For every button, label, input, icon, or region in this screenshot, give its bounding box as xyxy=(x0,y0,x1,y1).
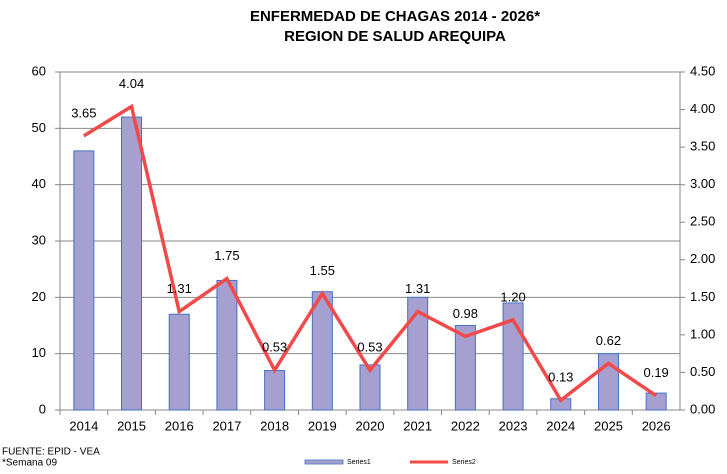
y2-tick-label: 1.00 xyxy=(690,326,715,341)
x-tick-label: 2020 xyxy=(356,418,385,433)
data-label: 3.65 xyxy=(71,105,96,120)
data-label: 1.55 xyxy=(310,263,335,278)
x-tick-label: 2025 xyxy=(594,418,623,433)
x-tick-label: 2018 xyxy=(260,418,289,433)
bar xyxy=(311,291,333,411)
y2-tick-label: 2.00 xyxy=(690,251,715,266)
y-tick-label: 20 xyxy=(32,289,46,304)
data-label: 0.98 xyxy=(453,306,478,321)
y2-tick-label: 4.00 xyxy=(690,101,715,116)
bar xyxy=(73,150,95,411)
y-tick-label: 0 xyxy=(39,401,46,416)
y-tick-label: 40 xyxy=(32,176,46,191)
data-label: 1.31 xyxy=(167,281,192,296)
x-tick-label: 2016 xyxy=(165,418,194,433)
bar xyxy=(454,325,476,411)
bar xyxy=(645,392,667,411)
legend-swatch xyxy=(304,459,344,465)
data-label: 0.53 xyxy=(357,340,382,355)
data-label: 1.31 xyxy=(405,281,430,296)
chart-subtitle: REGION DE SALUD AREQUIPA xyxy=(284,28,506,45)
y2-tick-label: 1.50 xyxy=(690,289,715,304)
bar xyxy=(121,116,143,411)
line xyxy=(82,103,658,403)
data-label: 0.13 xyxy=(548,370,573,385)
y2-tick-label: 3.00 xyxy=(690,176,715,191)
x-tick-label: 2015 xyxy=(117,418,146,433)
week-note: *Semana 09 xyxy=(2,458,57,469)
x-tick-label: 2014 xyxy=(69,418,98,433)
y2-tick-label: 2.50 xyxy=(690,214,715,229)
y2-tick-label: 3.50 xyxy=(690,139,715,154)
bar xyxy=(216,279,238,411)
y-tick-label: 10 xyxy=(32,345,46,360)
x-tick-label: 2026 xyxy=(642,418,671,433)
data-label: 1.20 xyxy=(500,289,525,304)
x-tick-label: 2023 xyxy=(499,418,528,433)
y2-tick-label: 0.00 xyxy=(690,401,715,416)
x-tick-label: 2022 xyxy=(451,418,480,433)
y-tick-label: 50 xyxy=(32,120,46,135)
data-label: 1.75 xyxy=(214,248,239,263)
data-label: 0.53 xyxy=(262,340,287,355)
chart-title: ENFERMEDAD DE CHAGAS 2014 - 2026* xyxy=(250,8,540,25)
y-tick-label: 60 xyxy=(32,63,46,78)
bar xyxy=(407,296,429,411)
source-note: FUENTE: EPID - VEA xyxy=(2,447,100,458)
y-tick-label: 30 xyxy=(32,232,46,247)
x-tick-label: 2019 xyxy=(308,418,337,433)
data-label: 0.19 xyxy=(643,365,668,380)
y2-tick-label: 0.50 xyxy=(690,364,715,379)
bar xyxy=(168,313,190,411)
data-label: 4.04 xyxy=(119,76,144,91)
x-tick-label: 2024 xyxy=(546,418,575,433)
bar xyxy=(359,364,381,411)
bar xyxy=(264,370,286,411)
data-label: 0.62 xyxy=(596,333,621,348)
legend-label: Series2 xyxy=(452,459,476,466)
x-tick-label: 2021 xyxy=(403,418,432,433)
x-tick-label: 2017 xyxy=(212,418,241,433)
y2-tick-label: 4.50 xyxy=(690,63,715,78)
legend-label: Series1 xyxy=(347,459,371,466)
